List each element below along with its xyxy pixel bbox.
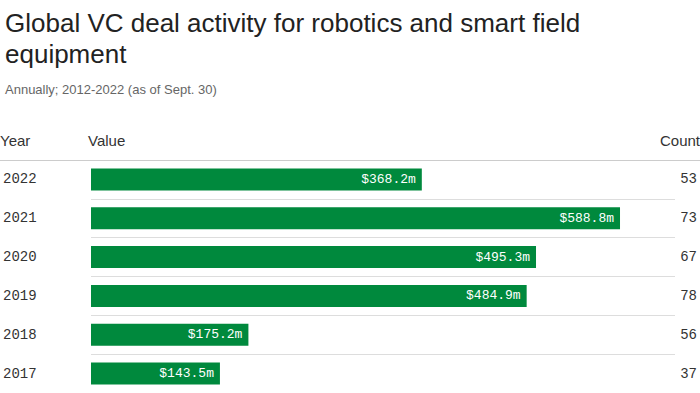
- svg-text:$175.2m: $175.2m: [188, 327, 243, 342]
- svg-text:2021: 2021: [3, 210, 37, 226]
- svg-text:78: 78: [680, 288, 697, 304]
- svg-text:Year: Year: [0, 132, 30, 149]
- svg-text:2017: 2017: [3, 366, 37, 382]
- svg-text:$143.5m: $143.5m: [159, 366, 214, 381]
- svg-text:67: 67: [680, 249, 697, 265]
- svg-text:Global VC deal activity for ro: Global VC deal activity for robotics and…: [5, 8, 587, 38]
- svg-text:$368.2m: $368.2m: [361, 172, 416, 187]
- svg-text:Value: Value: [88, 132, 125, 149]
- svg-text:2022: 2022: [3, 171, 37, 187]
- svg-text:53: 53: [680, 171, 697, 187]
- svg-text:73: 73: [680, 210, 697, 226]
- svg-text:56: 56: [680, 327, 697, 343]
- svg-text:2020: 2020: [3, 249, 37, 265]
- svg-text:equipment: equipment: [5, 39, 127, 69]
- svg-text:$588.8m: $588.8m: [559, 211, 614, 226]
- svg-text:Count: Count: [660, 132, 700, 149]
- svg-text:2019: 2019: [3, 288, 37, 304]
- svg-text:2018: 2018: [3, 327, 37, 343]
- svg-text:Annually; 2012-2022 (as of Sep: Annually; 2012-2022 (as of Sept. 30): [5, 82, 217, 97]
- svg-text:37: 37: [680, 366, 697, 382]
- svg-text:$484.9m: $484.9m: [466, 288, 521, 303]
- svg-text:$495.3m: $495.3m: [475, 250, 530, 265]
